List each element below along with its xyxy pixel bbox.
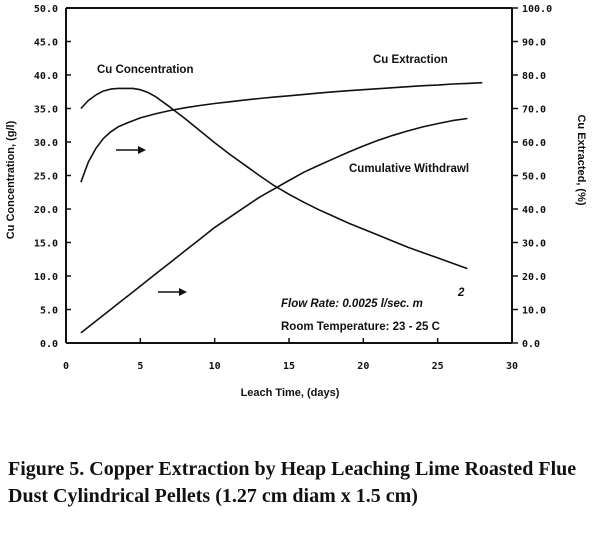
y-right-tick-label: 50.0 bbox=[522, 172, 546, 183]
y-left-tick-label: 5.0 bbox=[40, 306, 58, 317]
y-right-tick-label: 80.0 bbox=[522, 71, 546, 82]
figure-caption: Figure 5. Copper Extraction by Heap Leac… bbox=[8, 458, 577, 507]
annotation-flow-rate-superscript: 2 bbox=[457, 287, 465, 299]
x-tick-label: 10 bbox=[209, 361, 221, 372]
x-tick-label: 20 bbox=[357, 361, 369, 372]
y-left-tick-label: 40.0 bbox=[34, 71, 58, 82]
y-left-tick-label: 35.0 bbox=[34, 105, 58, 116]
series-line-cumulative-withdrawl bbox=[80, 117, 468, 334]
y-left-tick-label: 0.0 bbox=[40, 339, 58, 350]
x-tick-label: 5 bbox=[137, 361, 143, 372]
x-tick-label: 15 bbox=[283, 361, 295, 372]
annotation-room-temperature: Room Temperature: 23 - 25 C bbox=[281, 321, 440, 333]
y-right-tick-label: 20.0 bbox=[522, 272, 546, 283]
y-right-tick-label: 0.0 bbox=[522, 339, 540, 350]
y-axis-right-title: Cu Extracted, (%) bbox=[575, 114, 587, 205]
y-right-tick-label: 60.0 bbox=[522, 138, 546, 149]
y-right-tick-label: 30.0 bbox=[522, 239, 546, 250]
y-axis-left-title: Cu Concentration, (g/l) bbox=[5, 120, 17, 239]
arrow-concentration-head bbox=[138, 146, 146, 154]
y-right-tick-label: 10.0 bbox=[522, 306, 546, 317]
chart: 0.05.010.015.020.025.030.035.040.045.050… bbox=[5, 4, 587, 399]
axis-ticks: 0.05.010.015.020.025.030.035.040.045.050… bbox=[34, 4, 552, 372]
series-layer bbox=[80, 81, 483, 334]
y-right-tick-label: 100.0 bbox=[522, 4, 552, 15]
annotation-flow-rate: Flow Rate: 0.0025 l/sec. m bbox=[281, 298, 423, 310]
y-left-tick-label: 30.0 bbox=[34, 138, 58, 149]
y-right-tick-label: 70.0 bbox=[522, 105, 546, 116]
annotation-cu-extraction: Cu Extraction bbox=[373, 54, 448, 66]
x-tick-label: 30 bbox=[506, 361, 518, 372]
x-tick-label: 0 bbox=[63, 361, 69, 372]
annotation-cumulative-withdrawl: Cumulative Withdrawl bbox=[349, 163, 469, 175]
x-axis-title: Leach Time, (days) bbox=[241, 387, 340, 399]
y-left-tick-label: 15.0 bbox=[34, 239, 58, 250]
y-left-tick-label: 25.0 bbox=[34, 172, 58, 183]
annotation-cu-concentration: Cu Concentration bbox=[97, 64, 193, 76]
y-left-tick-label: 10.0 bbox=[34, 272, 58, 283]
arrow-withdrawl-head bbox=[179, 288, 187, 296]
y-left-tick-label: 45.0 bbox=[34, 38, 58, 49]
arrows bbox=[116, 146, 187, 296]
series-line-cu-concentration bbox=[80, 87, 468, 270]
x-tick-label: 25 bbox=[432, 361, 444, 372]
y-left-tick-label: 50.0 bbox=[34, 4, 58, 15]
y-right-tick-label: 40.0 bbox=[522, 205, 546, 216]
y-left-tick-label: 20.0 bbox=[34, 205, 58, 216]
series-line-cu-extraction bbox=[80, 81, 483, 183]
y-right-tick-label: 90.0 bbox=[522, 38, 546, 49]
